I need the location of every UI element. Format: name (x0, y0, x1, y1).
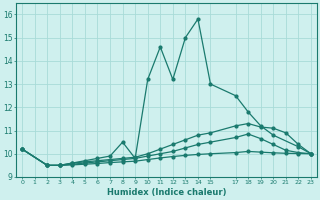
X-axis label: Humidex (Indice chaleur): Humidex (Indice chaleur) (107, 188, 226, 197)
